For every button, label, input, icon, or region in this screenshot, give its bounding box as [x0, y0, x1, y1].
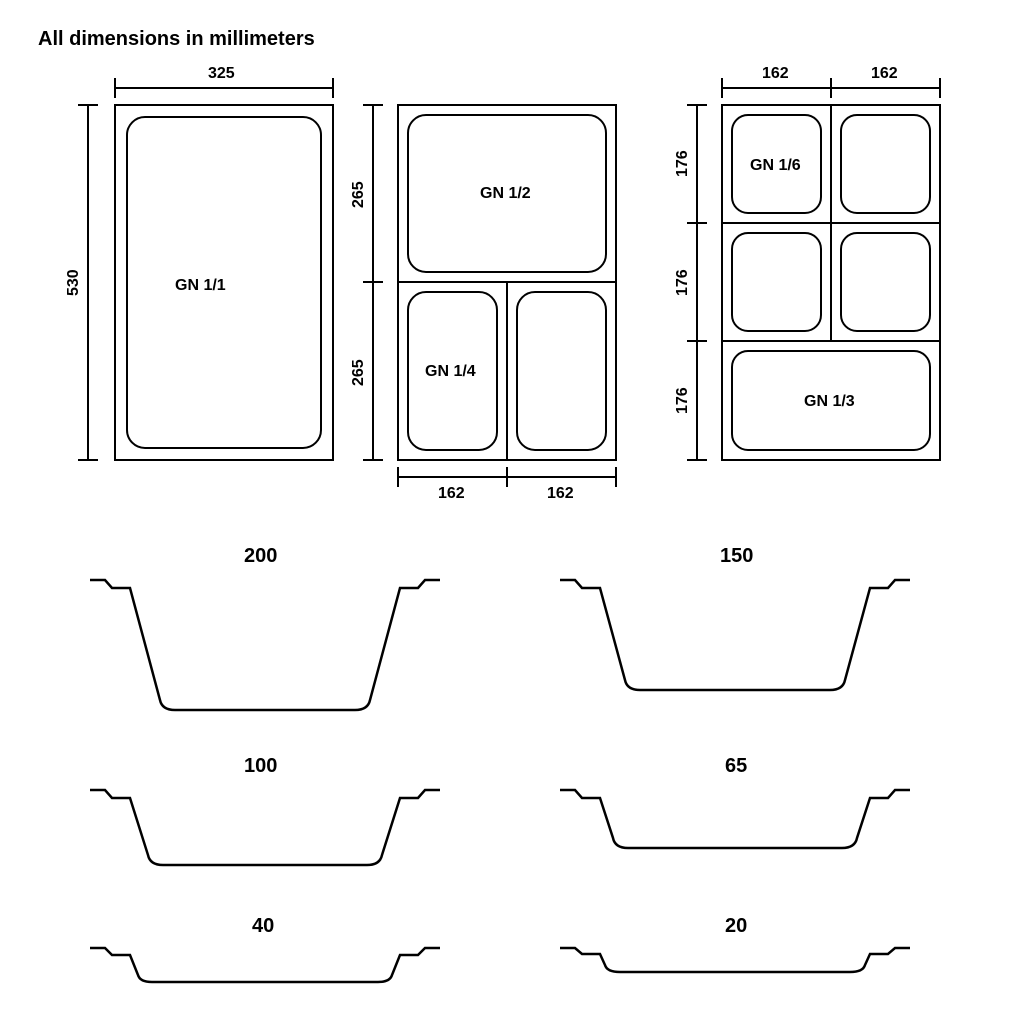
svg-text:100: 100	[244, 755, 277, 777]
gn12-left-dim-top: 265	[350, 181, 367, 208]
diagram-svg: GN 1/1 325 530 GN 1/2 GN 1/4 265 265	[0, 0, 1024, 1024]
pan-40: 40	[90, 915, 440, 982]
svg-text:65: 65	[725, 755, 747, 777]
gn16-label: GN 1/6	[750, 157, 801, 174]
svg-text:200: 200	[244, 545, 277, 567]
gn14-bottom-dim-right: 162	[547, 485, 574, 502]
gn13-label: GN 1/3	[804, 393, 855, 410]
svg-text:40: 40	[252, 915, 274, 937]
gn11-label: GN 1/1	[175, 277, 226, 294]
gn11-top-dim: 325	[208, 65, 235, 82]
block-gn11: GN 1/1 325 530	[65, 65, 333, 460]
gn16-left-dim-3: 176	[674, 387, 691, 414]
gn16-left-dim-2: 176	[674, 269, 691, 296]
pan-200: 200	[90, 545, 440, 710]
gn16-top-dim-left: 162	[762, 65, 789, 82]
gn16-left-dim-1: 176	[674, 150, 691, 177]
svg-text:20: 20	[725, 915, 747, 937]
gn12-label: GN 1/2	[480, 185, 531, 202]
pan-65: 65	[560, 755, 910, 848]
gn16-top-dim-right: 162	[871, 65, 898, 82]
pan-100: 100	[90, 755, 440, 865]
gn14-label: GN 1/4	[425, 363, 476, 380]
svg-text:150: 150	[720, 545, 753, 567]
block-gn16-gn13: GN 1/6 GN 1/3 162 162 176 176 176	[674, 65, 940, 460]
block-gn12-gn14: GN 1/2 GN 1/4 265 265 162 162	[350, 105, 616, 502]
gn12-left-dim-bottom: 265	[350, 359, 367, 386]
page-title: All dimensions in millimeters	[38, 28, 315, 51]
gn11-left-dim: 530	[65, 269, 82, 296]
gn14-bottom-dim-left: 162	[438, 485, 465, 502]
pan-20: 20	[560, 915, 910, 972]
pan-150: 150	[560, 545, 910, 690]
